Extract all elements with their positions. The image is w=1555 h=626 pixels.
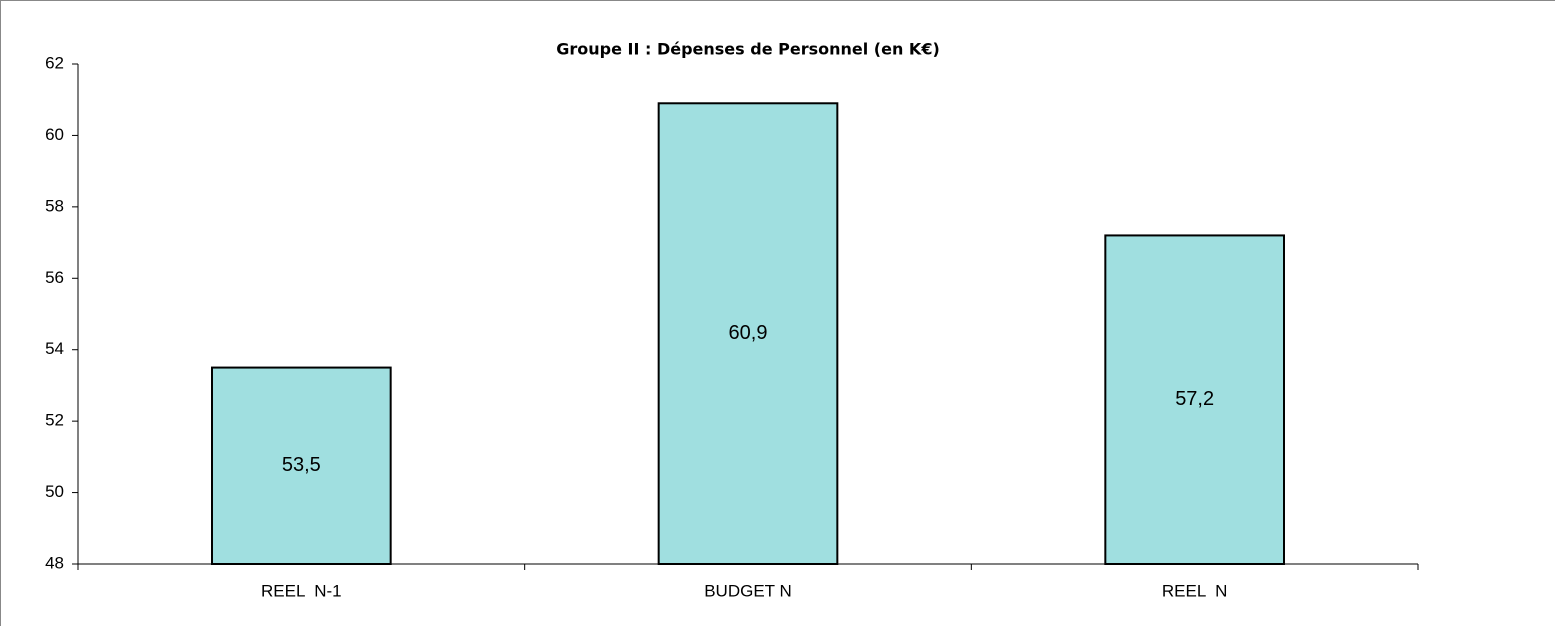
bar [1104,234,1286,566]
chart-title: Groupe II : Dépenses de Personnel (en K€… [556,40,940,59]
y-tick-label: 54 [45,339,64,358]
value-label: 57,2 [1175,388,1214,410]
y-tick-label: 60 [45,125,64,144]
x-tick-label: REEL N-1 [261,581,342,600]
y-tick-label: 50 [45,482,64,501]
y-tick-label: 52 [45,411,64,430]
bar [211,366,392,566]
x-tick-label: BUDGET N [704,581,792,600]
value-label: 53,5 [282,454,321,476]
y-tick-label: 58 [45,196,64,215]
y-tick-label: 62 [45,53,64,72]
y-tick-label: 56 [45,268,64,287]
value-label: 60,9 [729,322,768,344]
x-tick-label: REEL N [1162,581,1228,600]
bar [657,102,839,566]
y-tick-label: 48 [45,553,64,572]
